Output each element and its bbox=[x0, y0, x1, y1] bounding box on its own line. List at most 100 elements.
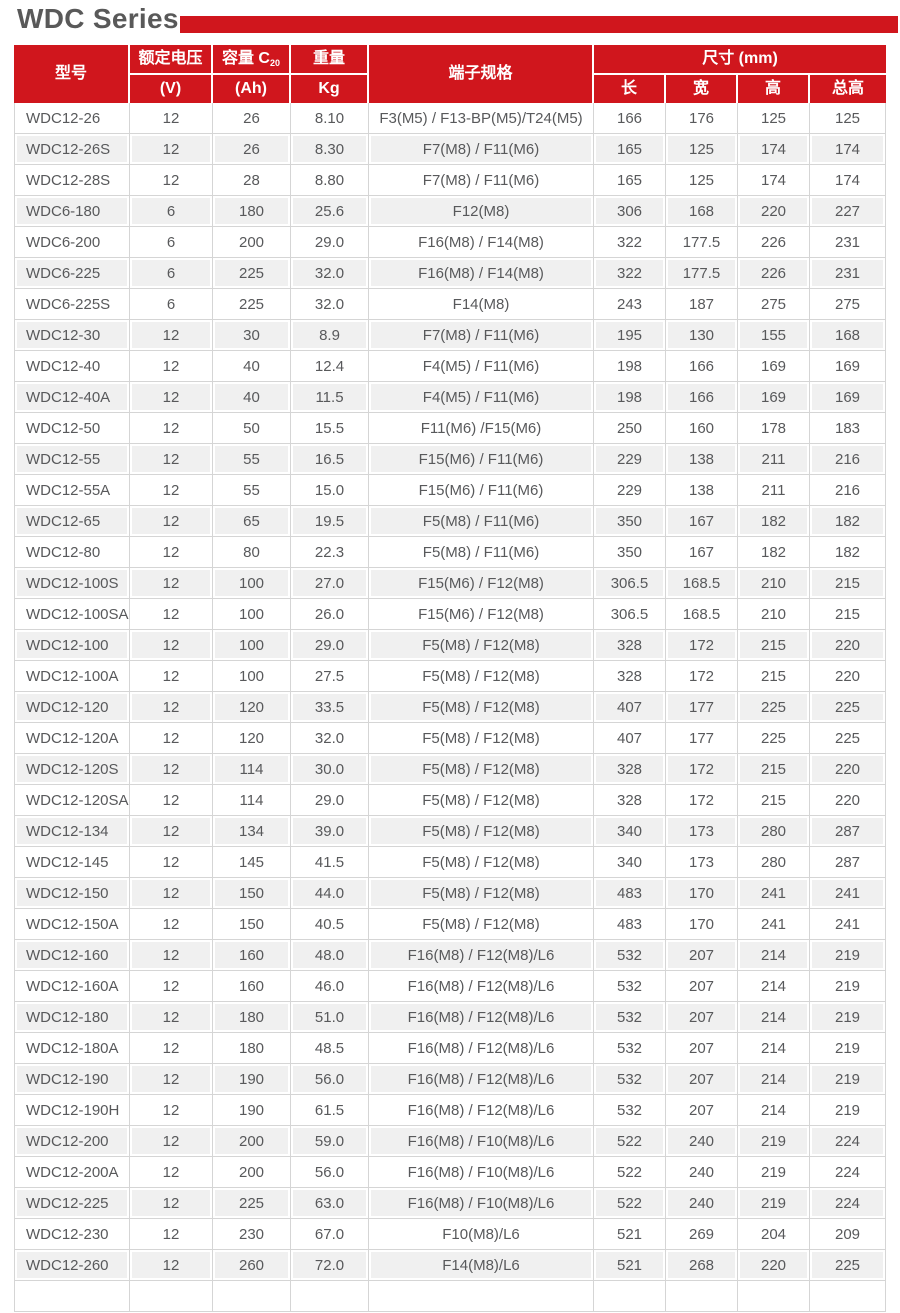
model-cell: WDC12-260 bbox=[14, 1250, 130, 1281]
value-cell: 204 bbox=[738, 1219, 810, 1250]
value-cell: 174 bbox=[738, 134, 810, 165]
value-cell: 195 bbox=[594, 320, 666, 351]
model-cell: WDC12-150A bbox=[14, 909, 130, 940]
value-cell: 241 bbox=[738, 878, 810, 909]
value-cell: 150 bbox=[213, 878, 291, 909]
value-cell: 522 bbox=[594, 1188, 666, 1219]
table-row: WDC12-26 12 26 8.10 F3(M5) / F13-BP(M5)/T24(… bbox=[14, 103, 886, 134]
table-row: WDC12-120A 12 120 32.0 F5(M8) / F12(M8) 407 17… bbox=[14, 723, 886, 754]
value-cell: 12 bbox=[130, 630, 213, 661]
value-cell: 8.10 bbox=[291, 103, 369, 134]
value-cell: 15.5 bbox=[291, 413, 369, 444]
value-cell: 225 bbox=[213, 289, 291, 320]
value-cell: 215 bbox=[810, 568, 886, 599]
value-cell: 12 bbox=[130, 1064, 213, 1095]
value-cell: 180 bbox=[213, 1033, 291, 1064]
model-cell: WDC12-160A bbox=[14, 971, 130, 1002]
model-cell: WDC12-80 bbox=[14, 537, 130, 568]
value-cell: 12 bbox=[130, 723, 213, 754]
col-header-weight: 重量 bbox=[291, 45, 369, 75]
value-cell: F5(M8) / F12(M8) bbox=[369, 692, 594, 723]
value-cell: 219 bbox=[810, 1064, 886, 1095]
value-cell: 30 bbox=[213, 320, 291, 351]
value-cell: 8.30 bbox=[291, 134, 369, 165]
value-cell: 165 bbox=[594, 134, 666, 165]
model-cell: WDC12-40 bbox=[14, 351, 130, 382]
value-cell: 207 bbox=[666, 971, 738, 1002]
table-row: WDC12-40 12 40 12.4 F4(M5) / F11(M6) 198 166 16… bbox=[14, 351, 886, 382]
table-row: WDC12-100A 12 100 27.5 F5(M8) / F12(M8) 328 17… bbox=[14, 661, 886, 692]
model-cell: WDC12-225 bbox=[14, 1188, 130, 1219]
value-cell: 182 bbox=[810, 506, 886, 537]
value-cell: 32.0 bbox=[291, 258, 369, 289]
value-cell: 29.0 bbox=[291, 785, 369, 816]
value-cell: 215 bbox=[738, 785, 810, 816]
model-cell: WDC12-65 bbox=[14, 506, 130, 537]
value-cell: 160 bbox=[213, 971, 291, 1002]
value-cell: 215 bbox=[738, 630, 810, 661]
value-cell: 522 bbox=[594, 1126, 666, 1157]
value-cell: F16(M8) / F12(M8)/L6 bbox=[369, 1095, 594, 1126]
table-row: WDC12-200A 12 200 56.0 F16(M8) / F10(M8)/L6 5… bbox=[14, 1157, 886, 1188]
value-cell: 40 bbox=[213, 351, 291, 382]
value-cell: 166 bbox=[594, 103, 666, 134]
table-row: WDC12-134 12 134 39.0 F5(M8) / F12(M8) 340 173… bbox=[14, 816, 886, 847]
value-cell: 168.5 bbox=[666, 568, 738, 599]
value-cell: 55 bbox=[213, 475, 291, 506]
value-cell: 55 bbox=[213, 444, 291, 475]
header-row-2: (V) (Ah) Kg 长 宽 高 总高 bbox=[14, 75, 886, 103]
value-cell: 268 bbox=[666, 1250, 738, 1281]
value-cell: 12 bbox=[130, 1033, 213, 1064]
value-cell: 12 bbox=[130, 1250, 213, 1281]
table-row: WDC12-26S 12 26 8.30 F7(M8) / F11(M6) 165 125 1… bbox=[14, 134, 886, 165]
col-header-capacity-unit: (Ah) bbox=[213, 75, 291, 103]
table-container: 型号 额定电压 容量 C20 重量 端子规格 尺寸 (mm) (V) (Ah) … bbox=[0, 45, 900, 1312]
value-cell: 30.0 bbox=[291, 754, 369, 785]
value-cell: 6 bbox=[130, 196, 213, 227]
value-cell: 226 bbox=[738, 227, 810, 258]
value-cell: 8.9 bbox=[291, 320, 369, 351]
value-cell: 231 bbox=[810, 258, 886, 289]
value-cell: 177.5 bbox=[666, 227, 738, 258]
value-cell: 12 bbox=[130, 537, 213, 568]
spec-table: 型号 额定电压 容量 C20 重量 端子规格 尺寸 (mm) (V) (Ah) … bbox=[14, 45, 886, 1312]
table-row: WDC12-190H 12 190 61.5 F16(M8) / F12(M8)/L6 5… bbox=[14, 1095, 886, 1126]
value-cell: 170 bbox=[666, 909, 738, 940]
value-cell: F5(M8) / F11(M6) bbox=[369, 506, 594, 537]
model-cell: WDC12-28S bbox=[14, 165, 130, 196]
table-row: WDC12-260 12 260 72.0 F14(M8)/L6 521 268 220 225 bbox=[14, 1250, 886, 1281]
value-cell: 65 bbox=[213, 506, 291, 537]
value-cell: 532 bbox=[594, 1033, 666, 1064]
value-cell: 483 bbox=[594, 909, 666, 940]
value-cell: 138 bbox=[666, 444, 738, 475]
value-cell: 56.0 bbox=[291, 1157, 369, 1188]
value-cell: 225 bbox=[213, 258, 291, 289]
value-cell: 169 bbox=[738, 351, 810, 382]
value-cell: 220 bbox=[738, 1250, 810, 1281]
value-cell: F5(M8) / F12(M8) bbox=[369, 816, 594, 847]
value-cell: 340 bbox=[594, 816, 666, 847]
model-cell: WDC12-100A bbox=[14, 661, 130, 692]
value-cell: 483 bbox=[594, 878, 666, 909]
value-cell: F5(M8) / F12(M8) bbox=[369, 723, 594, 754]
value-cell: 224 bbox=[810, 1126, 886, 1157]
col-header-weight-unit: Kg bbox=[291, 75, 369, 103]
table-row: WDC6-180 6 180 25.6 F12(M8) 306 168 220 227 bbox=[14, 196, 886, 227]
value-cell: 12 bbox=[130, 878, 213, 909]
value-cell: 214 bbox=[738, 1064, 810, 1095]
value-cell: F5(M8) / F12(M8) bbox=[369, 909, 594, 940]
value-cell: 12 bbox=[130, 971, 213, 1002]
value-cell: 275 bbox=[810, 289, 886, 320]
value-cell: F11(M6) /F15(M6) bbox=[369, 413, 594, 444]
value-cell: 532 bbox=[594, 1095, 666, 1126]
value-cell: 12 bbox=[130, 909, 213, 940]
value-cell: 219 bbox=[810, 940, 886, 971]
table-row: WDC12-55A 12 55 15.0 F15(M6) / F11(M6) 229 138… bbox=[14, 475, 886, 506]
value-cell: F5(M8) / F12(M8) bbox=[369, 754, 594, 785]
title-bar: WDC Series bbox=[0, 0, 900, 45]
value-cell: 169 bbox=[810, 382, 886, 413]
value-cell: 215 bbox=[810, 599, 886, 630]
value-cell: 12 bbox=[130, 444, 213, 475]
value-cell: 100 bbox=[213, 661, 291, 692]
model-cell: WDC12-100S bbox=[14, 568, 130, 599]
